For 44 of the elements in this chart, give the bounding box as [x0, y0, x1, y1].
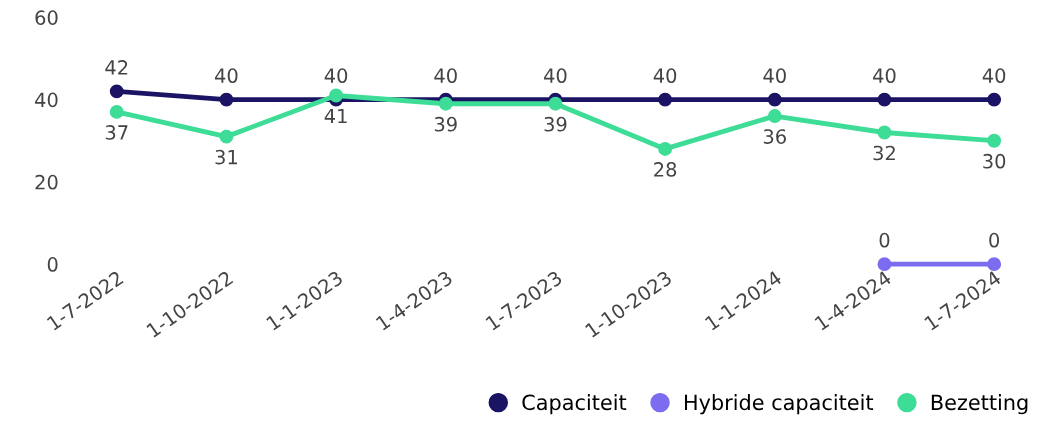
point — [658, 92, 673, 107]
legend-label: Hybride capaciteit — [684, 394, 874, 415]
point — [987, 257, 1002, 272]
point — [658, 142, 673, 156]
data-label: 37 — [105, 125, 128, 140]
data-label: 40 — [544, 68, 567, 84]
point — [438, 96, 453, 111]
data-label: 0 — [879, 232, 890, 248]
y-tick-label: 20 — [35, 174, 58, 190]
y-tick-label: 60 — [35, 10, 58, 25]
data-label: 40 — [873, 68, 896, 84]
data-label: 40 — [324, 68, 348, 84]
point — [767, 92, 782, 107]
data-label: 40 — [982, 68, 1006, 84]
data-label: 40 — [215, 68, 238, 84]
point — [109, 84, 124, 99]
point — [219, 129, 234, 144]
data-label: 39 — [544, 116, 567, 132]
data-label: 0 — [989, 232, 1000, 248]
data-label: 42 — [105, 60, 128, 75]
data-label: 31 — [215, 149, 237, 165]
data-label: 30 — [983, 153, 1006, 169]
y-tick-label: 40 — [35, 92, 58, 108]
data-label: 40 — [653, 68, 677, 84]
point — [329, 88, 344, 103]
data-label: 36 — [763, 129, 786, 144]
point — [987, 133, 1002, 148]
data-label: 39 — [434, 116, 457, 132]
point — [767, 109, 782, 123]
data-label: 41 — [324, 108, 347, 124]
point — [877, 125, 892, 140]
data-label: 40 — [763, 68, 786, 84]
point — [877, 92, 892, 107]
legend-label: Capaciteit — [522, 394, 627, 415]
legend-label: Bezetting — [931, 394, 1028, 415]
data-label: 28 — [654, 162, 677, 177]
y-tick-label: 0 — [47, 257, 58, 272]
point — [987, 92, 1002, 107]
point — [219, 92, 234, 107]
point — [109, 104, 124, 119]
data-label: 32 — [873, 145, 895, 161]
point — [877, 257, 892, 272]
data-label: 40 — [434, 68, 457, 84]
point — [548, 96, 563, 111]
